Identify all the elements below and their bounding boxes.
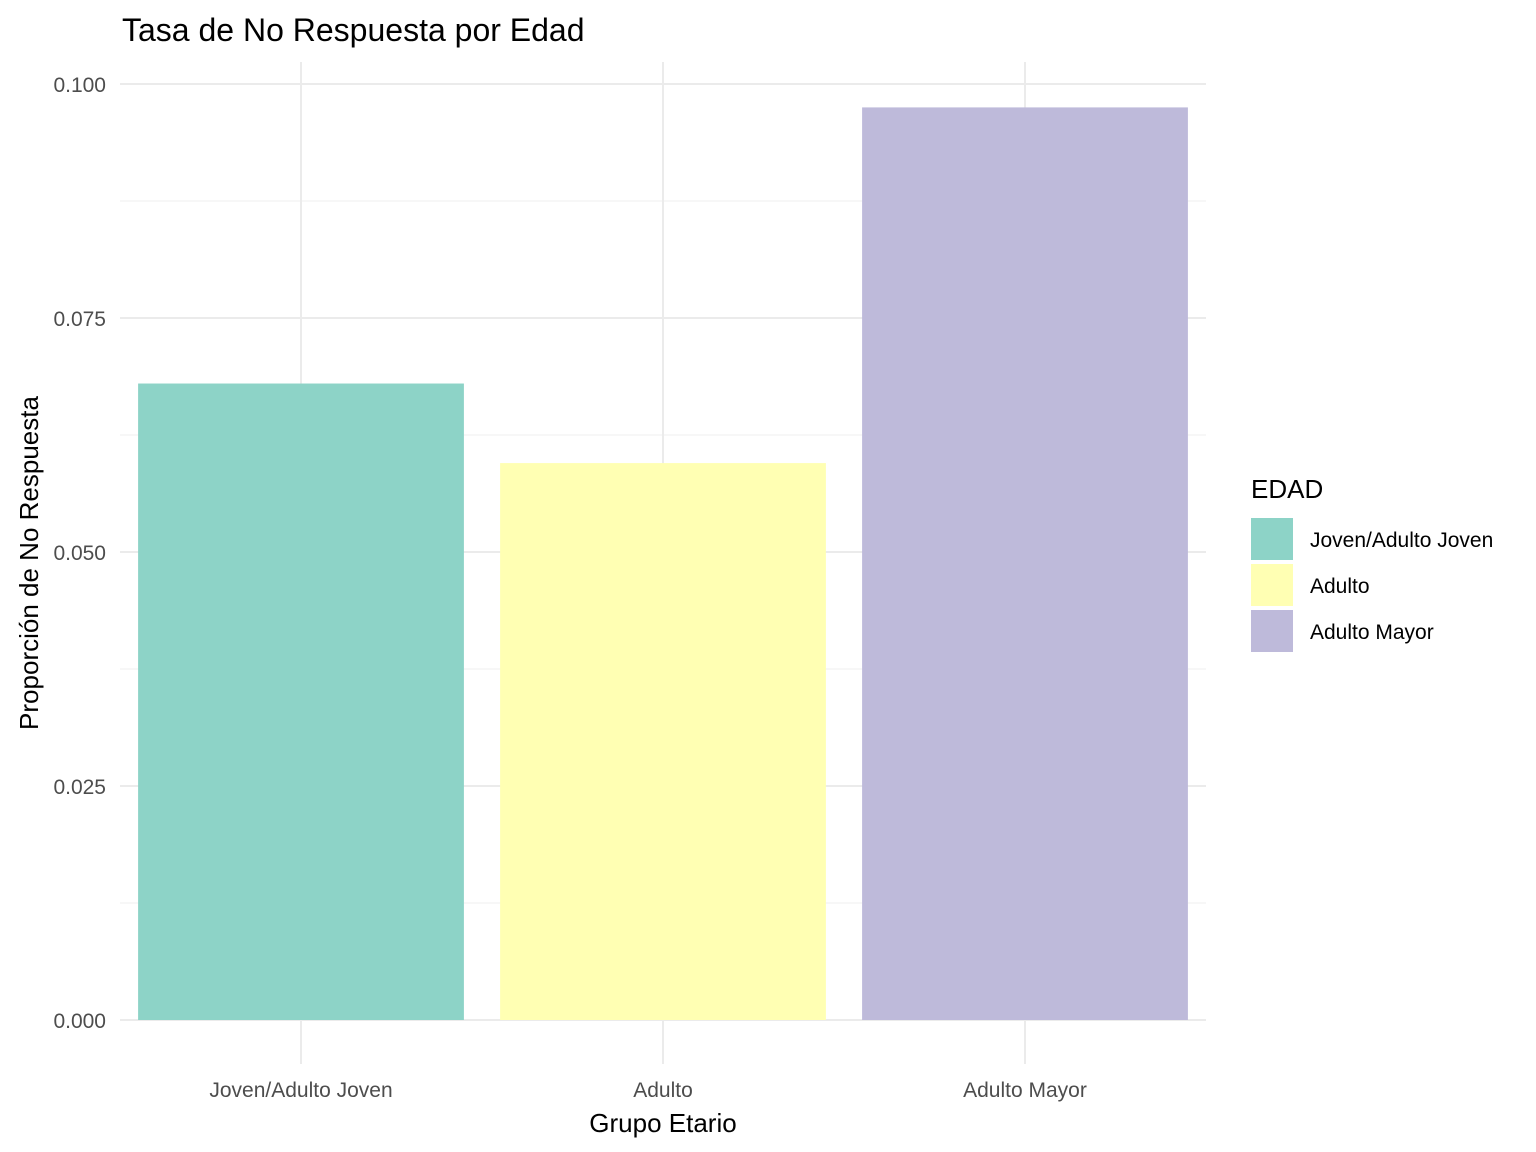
legend-label-2: Adulto Mayor [1310,621,1434,644]
legend-key-1 [1251,564,1293,606]
bar-0 [138,383,464,1020]
chart-title: Tasa de No Respuesta por Edad [122,12,585,48]
y-tick-label: 0.100 [53,74,106,97]
y-tick-label: 0.075 [53,308,106,331]
x-tick-label: Adulto Mayor [963,1079,1087,1102]
x-tick-label: Joven/Adulto Joven [209,1079,392,1102]
y-tick-label: 0.025 [53,776,106,799]
x-tick-label: Adulto [633,1079,693,1102]
legend-label-1: Adulto [1310,575,1370,598]
legend-label-0: Joven/Adulto Joven [1310,529,1493,552]
bar-2 [862,107,1188,1020]
bar-1 [500,463,826,1021]
legend-key-0 [1251,518,1293,560]
x-axis-title: Grupo Etario [589,1108,736,1138]
bars [138,107,1188,1021]
x-axis-ticks: Joven/Adulto Joven Adulto Adulto Mayor [209,1079,1087,1102]
y-axis-ticks: 0.000 0.025 0.050 0.075 0.100 [53,74,106,1033]
y-tick-label: 0.050 [53,542,106,565]
y-tick-label: 0.000 [53,1010,106,1033]
legend-key-2 [1251,610,1293,652]
legend: EDAD Joven/Adulto Joven Adulto Adulto Mayo… [1251,474,1493,652]
legend-title: EDAD [1251,474,1323,504]
y-axis-title: Proporción de No Respuesta [14,396,44,730]
